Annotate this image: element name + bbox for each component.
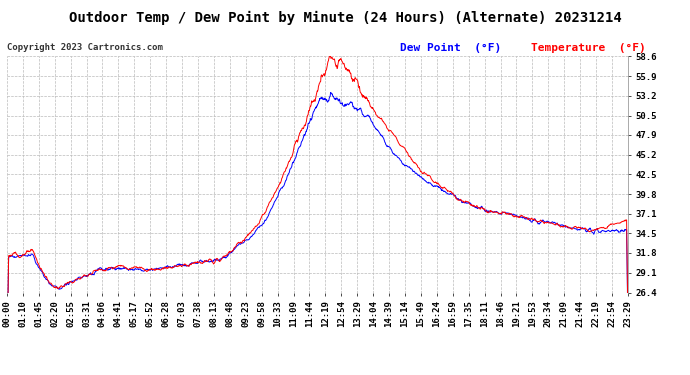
Text: Copyright 2023 Cartronics.com: Copyright 2023 Cartronics.com: [7, 43, 163, 52]
Text: Dew Point  (°F): Dew Point (°F): [400, 43, 502, 53]
Text: Outdoor Temp / Dew Point by Minute (24 Hours) (Alternate) 20231214: Outdoor Temp / Dew Point by Minute (24 H…: [68, 11, 622, 26]
Text: Temperature  (°F): Temperature (°F): [531, 43, 646, 53]
